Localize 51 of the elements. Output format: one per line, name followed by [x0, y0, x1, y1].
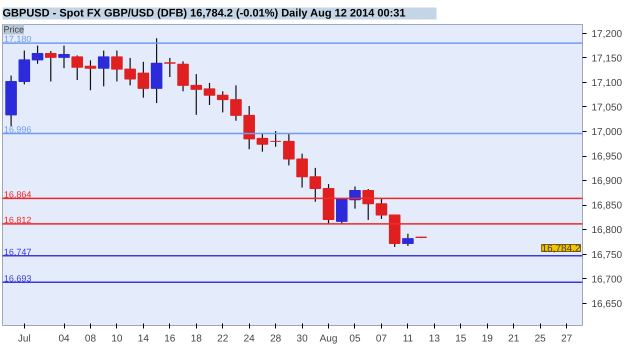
- y-tick-label: 16,800: [592, 225, 623, 236]
- x-tick-label: 11: [402, 334, 414, 344]
- candlestick: [402, 233, 414, 247]
- candlestick: [32, 45, 44, 64]
- x-tick-label: 18: [190, 334, 202, 344]
- x-tick-label: 24: [244, 334, 256, 344]
- candlestick: [18, 50, 30, 86]
- ref-line-label: 16,693: [4, 273, 32, 284]
- y-tick-label: 16,700: [592, 274, 623, 286]
- ref-line-label: 17,180: [4, 34, 32, 44]
- x-tick-label: 14: [138, 334, 150, 344]
- candlestick: [98, 50, 110, 87]
- x-tick-label: 10: [111, 334, 123, 344]
- y-tick-label: 17,050: [592, 102, 623, 114]
- y-tick-label: 17,200: [592, 28, 623, 40]
- x-tick-label: 05: [349, 334, 361, 344]
- chart-title: GBPUSD - Spot FX GBP/USD (DFB) 16,784.2 (-0.01%) Daily Aug 12 2014 00:31: [2, 8, 406, 20]
- x-tick-label: 04: [58, 334, 70, 344]
- x-tick-label: Aug: [320, 334, 338, 344]
- x-tick-label: 30: [296, 334, 308, 344]
- candlestick: [111, 50, 123, 82]
- y-tick-label: 17,150: [592, 53, 623, 64]
- x-tick-label: 16: [164, 334, 176, 344]
- ref-line-label: 16,812: [4, 214, 32, 225]
- ref-line-label: 16,996: [4, 124, 32, 135]
- x-tick-label: 08: [84, 334, 96, 344]
- ref-line-label: 16,864: [4, 189, 32, 200]
- y-tick-label: 16,900: [592, 176, 623, 188]
- x-tick-label: 22: [217, 334, 229, 344]
- x-tick-label: 07: [376, 334, 388, 344]
- candlestick: [58, 45, 70, 69]
- candlestick: [44, 50, 57, 82]
- x-tick-label: Jul: [18, 334, 31, 344]
- x-tick-label: 28: [270, 334, 282, 344]
- y-tick-label: 16,650: [592, 298, 623, 310]
- y-tick-label: 16,850: [592, 200, 623, 212]
- candlestick: [283, 132, 295, 166]
- ref-line-label: 16,747: [4, 246, 32, 257]
- x-tick-label: 15: [455, 334, 467, 344]
- x-tick-label: 19: [482, 334, 494, 344]
- candlestick: [164, 57, 176, 78]
- y-tick-label: 17,000: [592, 127, 623, 138]
- y-axis-title: Price: [4, 24, 24, 34]
- x-tick-label: 13: [428, 334, 440, 344]
- y-tick-label: 16,750: [592, 250, 623, 261]
- x-tick-label: 25: [534, 334, 546, 344]
- y-tick-label: 17,100: [592, 78, 623, 89]
- y-tick-label: 16,950: [592, 152, 623, 163]
- x-tick-label: 27: [561, 334, 573, 344]
- x-tick-label: 21: [508, 334, 520, 344]
- candlestick: [270, 130, 282, 148]
